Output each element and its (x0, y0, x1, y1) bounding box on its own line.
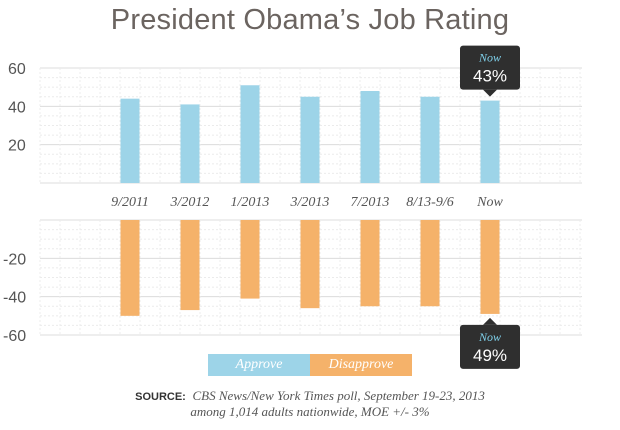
disapprove-bar (180, 220, 200, 311)
approve-bar (240, 85, 260, 183)
source-text-line2: among 1,014 adults nationwide, MOE +/- 3… (190, 404, 430, 419)
y-tick-label: -40 (3, 290, 26, 307)
callout-value: 43% (473, 67, 507, 86)
source-text-line1: CBS News/New York Times poll, September … (192, 388, 485, 403)
x-tick-labels: 9/2011 3/2012 1/2013 3/2013 7/2013 8/13-9/6 No… (111, 195, 503, 210)
y-tick-label: 60 (8, 61, 26, 78)
x-tick-label: 3/2012 (170, 195, 210, 210)
approve-bar (360, 91, 380, 183)
approve-bar (180, 104, 200, 183)
y-tick-label: -60 (3, 328, 26, 345)
x-tick-label: 7/2013 (351, 195, 390, 210)
y-tick-label: 20 (8, 138, 26, 155)
legend-disapprove: Disapprove (310, 354, 412, 376)
callout-approve: Now 43% (460, 45, 520, 97)
y-tick-label: 40 (8, 99, 26, 116)
approve-bar (480, 100, 500, 183)
chart-title: President Obama’s Job Rating (110, 4, 510, 36)
approve-bar (300, 96, 320, 183)
callout-disapprove: Now 49% (460, 317, 520, 369)
x-tick-label: 3/2013 (290, 195, 330, 210)
y-tick-labels: 20 40 60 -20 -40 -60 (3, 61, 26, 345)
x-tick-label: 1/2013 (231, 195, 270, 210)
disapprove-bar (420, 220, 440, 307)
y-tick-label: -20 (3, 251, 26, 268)
bars (120, 85, 500, 316)
source-label: SOURCE: (135, 391, 186, 403)
x-tick-label: 9/2011 (111, 195, 149, 210)
callout-label: Now (478, 51, 501, 65)
disapprove-bar (300, 220, 320, 309)
approve-bar (420, 96, 440, 183)
disapprove-bar (120, 220, 140, 316)
disapprove-bar (240, 220, 260, 299)
disapprove-bar (480, 220, 500, 314)
source-note: SOURCE: CBS News/New York Times poll, Se… (0, 388, 620, 404)
callouts: Now 43% Now 49% (460, 45, 520, 369)
disapprove-bar (360, 220, 380, 307)
callout-label: Now (478, 330, 501, 344)
x-tick-label: Now (476, 195, 503, 210)
x-tick-label: 8/13-9/6 (406, 195, 453, 210)
legend-approve: Approve (208, 354, 310, 376)
approve-bar (120, 98, 140, 183)
callout-value: 49% (473, 346, 507, 365)
